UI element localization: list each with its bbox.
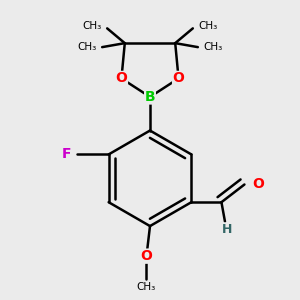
Text: F: F [62, 147, 71, 161]
Text: CH₃: CH₃ [137, 282, 156, 292]
Text: O: O [140, 249, 152, 263]
Text: H: H [222, 223, 232, 236]
Text: CH₃: CH₃ [198, 20, 218, 31]
Text: O: O [172, 71, 184, 85]
Text: B: B [145, 90, 155, 104]
Text: O: O [252, 177, 264, 191]
Text: O: O [116, 71, 128, 85]
Text: CH₃: CH₃ [82, 20, 102, 31]
Text: CH₃: CH₃ [78, 42, 97, 52]
Text: CH₃: CH₃ [203, 42, 222, 52]
